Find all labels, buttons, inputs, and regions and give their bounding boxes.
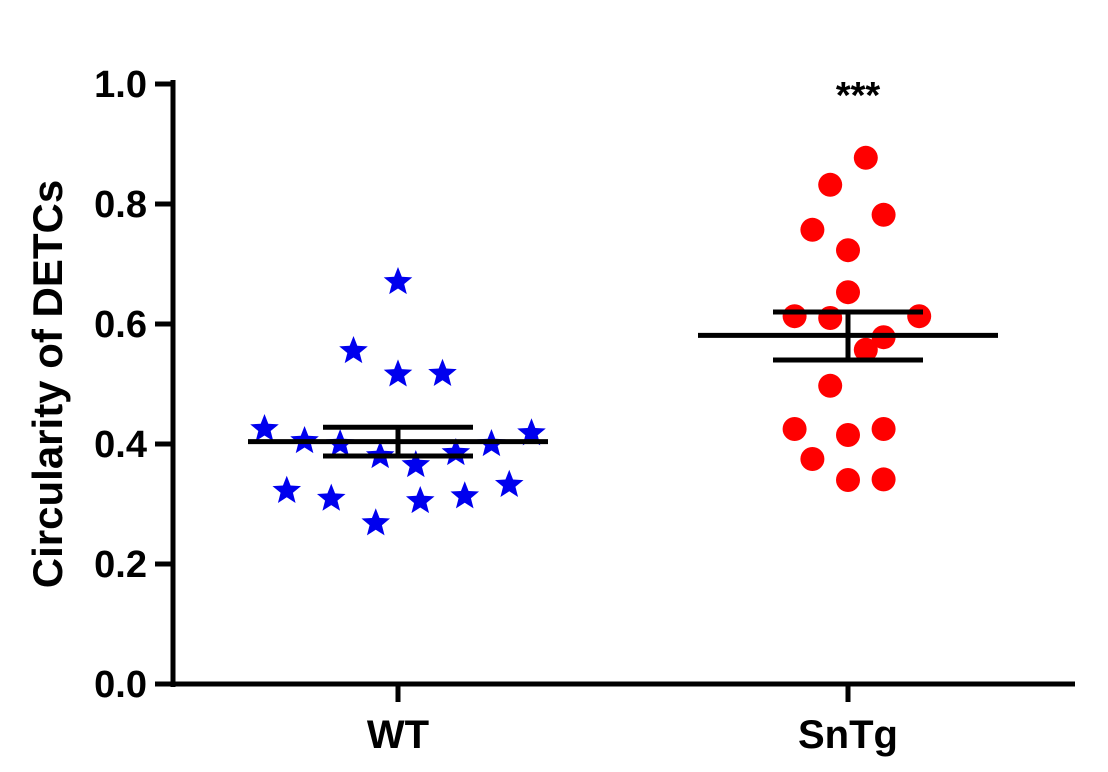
significance-annotations: *** xyxy=(836,75,881,117)
significance-label: *** xyxy=(836,75,881,117)
wt-star-point xyxy=(383,359,413,387)
sntg-circle-point xyxy=(853,337,878,362)
y-tick-label: 1.0 xyxy=(94,64,147,106)
wt-star-point xyxy=(316,483,346,511)
y-axis-title: Circularity of DETCs xyxy=(24,180,71,588)
wt-star-point xyxy=(361,508,391,536)
sntg-circle-point xyxy=(836,238,860,263)
mean-sem-bars xyxy=(248,309,998,459)
sntg-circle-point xyxy=(836,423,860,447)
sntg-circle-point xyxy=(818,172,843,197)
y-tick-label: 0.4 xyxy=(94,424,147,466)
data-points xyxy=(250,145,932,536)
y-axis-ticks: 0.0 0.2 0.4 0.6 0.8 1.0 xyxy=(94,64,173,706)
wt-star-point xyxy=(339,336,368,364)
wt-star-point xyxy=(450,481,480,509)
wt-star-point xyxy=(405,486,435,514)
sntg-circle-point xyxy=(907,304,932,329)
wt-star-point xyxy=(383,267,413,295)
sntg-circle-point xyxy=(871,467,896,492)
sntg-circle-point xyxy=(782,304,807,329)
wt-star-point xyxy=(441,438,471,466)
x-tick-label: WT xyxy=(367,713,429,757)
wt-star-point xyxy=(517,418,546,446)
wt-star-point xyxy=(250,414,279,442)
sntg-circle-point xyxy=(871,417,896,441)
x-axis-ticks: WT SnTg xyxy=(367,684,898,757)
sntg-circle-point xyxy=(800,447,825,471)
y-tick-label: 0.6 xyxy=(94,304,147,346)
wt-star-point xyxy=(428,358,457,386)
wt-star-point xyxy=(494,469,524,497)
sntg-circle-point xyxy=(836,280,860,305)
y-tick-label: 0.0 xyxy=(94,664,147,706)
wt-star-point xyxy=(272,475,302,503)
sntg-circle-point xyxy=(871,202,896,227)
sntg-circle-point xyxy=(818,373,843,398)
y-tick-label: 0.8 xyxy=(94,184,147,226)
sntg-circle-point xyxy=(800,217,825,242)
wt-star-point xyxy=(401,450,431,478)
x-tick-label: SnTg xyxy=(798,713,898,757)
sntg-circle-point xyxy=(836,468,860,492)
sntg-circle-point xyxy=(782,417,807,441)
sntg-circle-point xyxy=(853,145,878,170)
y-tick-label: 0.2 xyxy=(94,544,147,586)
